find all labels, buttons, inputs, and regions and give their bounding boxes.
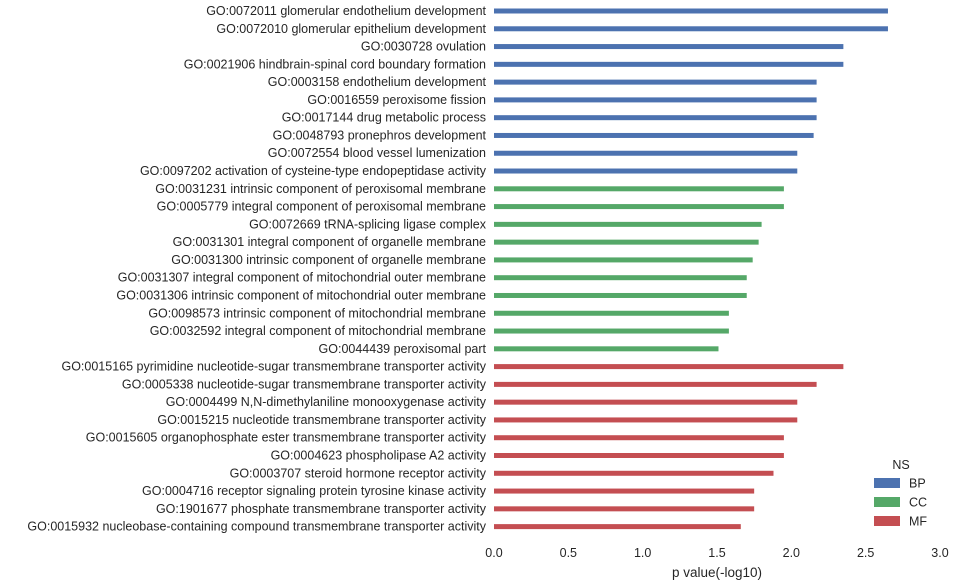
bar-bp xyxy=(494,132,814,138)
category-label: GO:0097202 activation of cysteine-type e… xyxy=(140,164,487,178)
bar-mf xyxy=(494,417,798,423)
category-label: GO:0098573 intrinsic component of mitoch… xyxy=(148,306,486,320)
category-label: GO:0015932 nucleobase-containing compoun… xyxy=(27,520,486,534)
bar-mf xyxy=(494,399,798,405)
x-tick-label: 1.5 xyxy=(708,546,725,560)
bar-mf xyxy=(494,524,741,530)
bar-mf xyxy=(494,488,755,494)
x-tick-label: 0.5 xyxy=(560,546,577,560)
bar-mf xyxy=(494,506,755,512)
legend-title: NS xyxy=(892,458,909,472)
category-label: GO:0031306 intrinsic component of mitoch… xyxy=(116,288,486,302)
category-label: GO:0003707 steroid hormone receptor acti… xyxy=(230,466,487,480)
category-label: GO:0031301 integral component of organel… xyxy=(173,235,486,249)
x-tick-label: 2.5 xyxy=(857,546,874,560)
bar-mf xyxy=(494,381,817,387)
category-label: GO:0072011 glomerular endothelium develo… xyxy=(206,4,486,18)
legend-swatch-mf xyxy=(874,516,900,526)
category-label: GO:0072554 blood vessel lumenization xyxy=(268,146,486,160)
bar-bp xyxy=(494,26,888,32)
legend-label-cc: CC xyxy=(909,496,927,510)
category-label: GO:0032592 integral component of mitocho… xyxy=(150,324,486,338)
x-tick-label: 3.0 xyxy=(931,546,948,560)
legend: NS BP CC MF xyxy=(874,458,927,529)
bar-cc xyxy=(494,275,747,281)
bar-bp xyxy=(494,97,817,103)
category-label: GO:0004499 N,N-dimethylaniline monooxyge… xyxy=(166,395,487,409)
bar-bp xyxy=(494,168,798,174)
bar-cc xyxy=(494,239,759,245)
bar-mf xyxy=(494,435,784,441)
category-label: GO:0017144 drug metabolic process xyxy=(282,111,486,125)
bar-cc xyxy=(494,292,747,298)
bar-bp xyxy=(494,44,844,50)
category-label: GO:0005338 nucleotide-sugar transmembran… xyxy=(122,377,487,391)
category-label: GO:0031231 intrinsic component of peroxi… xyxy=(155,182,486,196)
legend-entries: BP CC MF xyxy=(874,477,927,529)
bar-cc xyxy=(494,328,729,334)
category-labels: GO:0072011 glomerular endothelium develo… xyxy=(27,4,486,534)
bar-cc xyxy=(494,346,719,352)
bar-mf xyxy=(494,364,844,370)
legend-label-bp: BP xyxy=(909,477,926,491)
x-tick-label: 2.0 xyxy=(783,546,800,560)
category-label: GO:0016559 peroxisome fission xyxy=(307,93,486,107)
category-label: GO:0030728 ovulation xyxy=(361,40,486,54)
category-label: GO:1901677 phosphate transmembrane trans… xyxy=(156,502,487,516)
category-label: GO:0048793 pronephros development xyxy=(273,128,487,142)
category-label: GO:0003158 endothelium development xyxy=(268,75,487,89)
category-label: GO:0021906 hindbrain-spinal cord boundar… xyxy=(184,57,486,71)
category-label: GO:0072669 tRNA-splicing ligase complex xyxy=(249,217,487,231)
bar-mf xyxy=(494,453,784,458)
category-label: GO:0044439 peroxisomal part xyxy=(319,342,487,356)
category-label: GO:0072010 glomerular epithelium develop… xyxy=(216,22,486,36)
category-label: GO:0004623 phospholipase A2 activity xyxy=(271,449,487,463)
x-axis-ticks: 0.0 0.5 1.0 1.5 2.0 2.5 3.0 xyxy=(485,546,948,560)
bar-bp xyxy=(494,115,817,121)
bar-bp xyxy=(494,61,844,67)
bar-cc xyxy=(494,310,729,316)
bar-bp xyxy=(494,8,888,14)
category-label: GO:0005779 integral component of peroxis… xyxy=(157,200,486,214)
bar-cc xyxy=(494,186,784,192)
legend-label-mf: MF xyxy=(909,515,927,529)
category-label: GO:0004716 receptor signaling protein ty… xyxy=(142,484,487,498)
x-axis-title: p value(-log10) xyxy=(672,565,762,580)
bar-cc xyxy=(494,221,762,227)
category-label: GO:0031300 intrinsic component of organe… xyxy=(171,253,486,267)
category-label: GO:0015605 organophosphate ester transme… xyxy=(86,431,487,445)
legend-swatch-bp xyxy=(874,478,900,488)
category-label: GO:0015165 pyrimidine nucleotide-sugar t… xyxy=(61,360,486,374)
x-tick-label: 0.0 xyxy=(485,546,502,560)
bar-mf xyxy=(494,470,774,476)
category-label: GO:0015215 nucleotide transmembrane tran… xyxy=(157,413,486,427)
bar-cc xyxy=(494,204,784,210)
bar-bp xyxy=(494,79,817,85)
category-label: GO:0031307 integral component of mitocho… xyxy=(118,271,486,285)
bars-layer xyxy=(494,8,888,530)
legend-swatch-cc xyxy=(874,497,900,507)
x-tick-label: 1.0 xyxy=(634,546,651,560)
bar-bp xyxy=(494,150,798,156)
bar-cc xyxy=(494,257,753,263)
